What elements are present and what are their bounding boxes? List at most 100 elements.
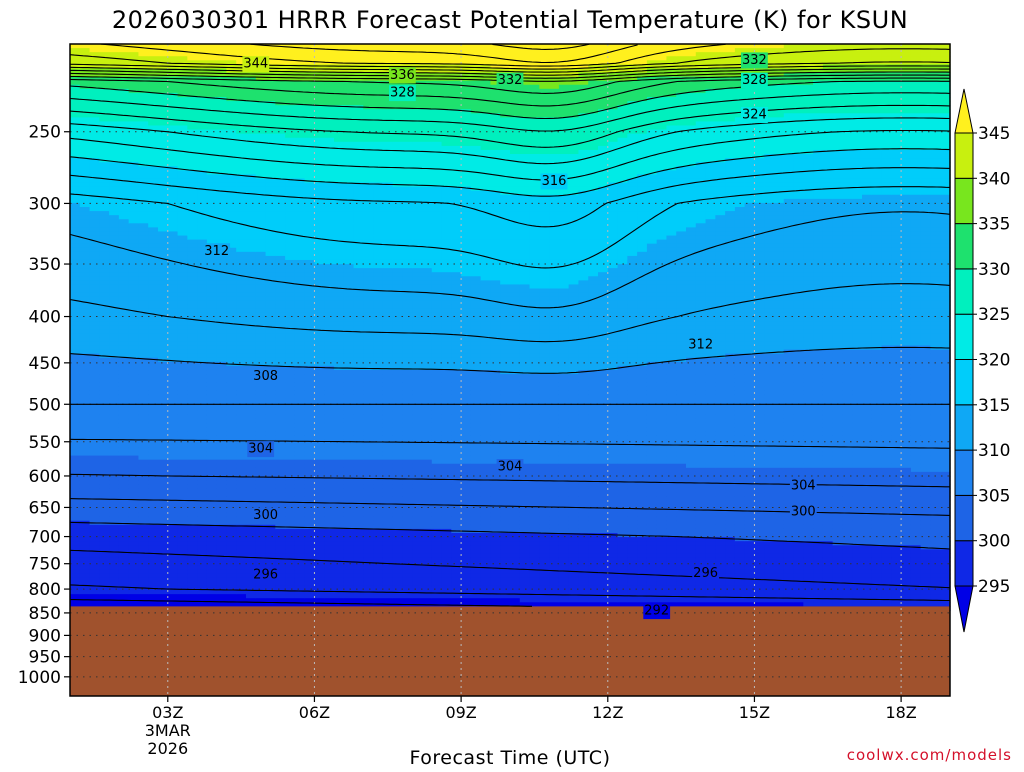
fill-cell [206,145,218,151]
fill-cell [99,284,110,290]
fill-cell [314,374,325,379]
fill-cell [89,121,100,127]
fill-cell [255,219,267,224]
fill-cell [382,463,394,469]
fill-cell [373,178,384,184]
fill-cell [265,105,276,110]
fill-cell [197,190,208,196]
fill-cell [236,496,247,501]
fill-cell [412,202,423,208]
fill-cell [206,484,218,489]
fill-cell [304,113,316,118]
fill-cell [138,211,149,216]
fill-cell [246,178,257,184]
fill-cell [324,414,335,420]
fill-cell [187,207,198,212]
fill-cell [334,202,345,208]
fill-cell [402,276,413,281]
fill-cell [177,194,188,200]
fill-cell [285,390,296,396]
fill-cell [343,394,355,400]
fill-cell [294,312,306,318]
fill-cell [226,145,237,151]
fill-cell [187,268,198,273]
fill-cell [353,268,364,273]
fill-cell [382,333,394,338]
fill-cell [89,178,100,184]
fill-cell [167,422,179,428]
fill-cell [187,60,198,65]
fill-cell [89,198,100,204]
fill-cell [216,475,228,481]
fill-cell [206,60,218,65]
fill-cell [236,84,247,90]
fill-cell [285,219,296,224]
fill-cell [138,52,149,57]
fill-cell [304,198,316,204]
fill-cell [373,202,384,208]
fill-cell [265,459,276,465]
fill-cell [392,414,404,420]
fill-cell [363,109,374,114]
fill-cell [246,202,257,208]
fill-cell [216,158,228,163]
fill-cell [353,422,364,428]
fill-cell [334,296,345,302]
fill-cell [285,272,296,277]
fill-cell [216,194,228,200]
fill-cell [324,333,335,338]
fill-cell [158,447,169,453]
fill-cell [216,471,228,477]
fill-cell [148,370,159,375]
fill-cell [89,508,100,514]
fill-cell [99,215,110,220]
fill-cell [236,565,247,571]
fill-cell [79,459,91,465]
fill-cell [89,117,100,123]
fill-cell [99,259,110,265]
fill-cell [402,537,413,542]
fill-cell [226,239,237,245]
fill-cell [353,92,364,98]
fill-cell [236,105,247,110]
fill-cell [167,174,179,180]
fill-cell [167,378,179,383]
fill-cell [226,288,237,294]
fill-cell [79,166,91,171]
fill-cell [118,284,130,290]
fill-cell [275,84,286,90]
fill-cell [79,488,91,493]
fill-cell [265,304,276,310]
fill-cell [138,488,149,493]
fill-cell [343,321,355,326]
fill-cell [412,190,423,196]
fill-cell [373,272,384,277]
fill-cell [363,207,374,212]
fill-cell [314,353,325,359]
fill-cell [324,117,335,123]
fill-cell [334,414,345,420]
fill-cell [118,276,130,281]
fill-cell [138,398,149,404]
fill-cell [79,284,91,290]
fill-cell [265,500,276,506]
fill-cell [216,549,228,554]
fill-cell [79,402,91,408]
fill-cell [216,80,228,86]
fill-cell [226,520,237,526]
fill-cell [226,60,237,65]
fill-cell [275,528,286,534]
fill-cell [285,435,296,440]
fill-cell [353,471,364,477]
fill-cell [109,215,120,220]
fill-cell [294,76,306,82]
fill-cell [70,528,81,534]
fill-cell [285,92,296,98]
fill-cell [167,365,179,371]
fill-cell [167,145,179,151]
fill-cell [412,553,423,559]
fill-cell [373,101,384,106]
fill-cell [177,44,188,49]
fill-cell [206,125,218,131]
fill-cell [187,398,198,404]
